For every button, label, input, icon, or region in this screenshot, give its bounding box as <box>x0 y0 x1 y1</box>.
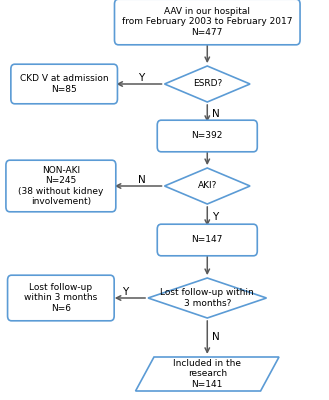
Text: N=147: N=147 <box>191 236 223 244</box>
Text: N: N <box>212 332 219 342</box>
FancyBboxPatch shape <box>8 275 114 321</box>
Text: N: N <box>212 109 219 119</box>
Polygon shape <box>148 278 266 318</box>
Text: Y: Y <box>139 73 144 83</box>
Text: ESRD?: ESRD? <box>193 80 222 88</box>
Text: N: N <box>138 175 145 185</box>
Text: Y: Y <box>213 212 218 222</box>
FancyBboxPatch shape <box>11 64 117 104</box>
Polygon shape <box>164 66 250 102</box>
Text: Lost follow-up within
3 months?: Lost follow-up within 3 months? <box>161 288 254 308</box>
FancyBboxPatch shape <box>157 120 257 152</box>
FancyBboxPatch shape <box>157 224 257 256</box>
Text: Included in the
research
N=141: Included in the research N=141 <box>173 359 241 389</box>
Polygon shape <box>164 168 250 204</box>
FancyBboxPatch shape <box>114 0 300 45</box>
FancyBboxPatch shape <box>6 160 116 212</box>
Polygon shape <box>136 357 279 391</box>
Text: Y: Y <box>122 287 128 297</box>
Text: CKD V at admission
N=85: CKD V at admission N=85 <box>20 74 109 94</box>
Text: Lost follow-up
within 3 months
N=6: Lost follow-up within 3 months N=6 <box>24 283 97 313</box>
Text: N=392: N=392 <box>191 132 223 140</box>
Text: AKI?: AKI? <box>198 182 217 190</box>
Text: AAV in our hospital
from February 2003 to February 2017
N=477: AAV in our hospital from February 2003 t… <box>122 7 292 37</box>
Text: NON-AKI
N=245
(38 without kidney
involvement): NON-AKI N=245 (38 without kidney involve… <box>18 166 104 206</box>
